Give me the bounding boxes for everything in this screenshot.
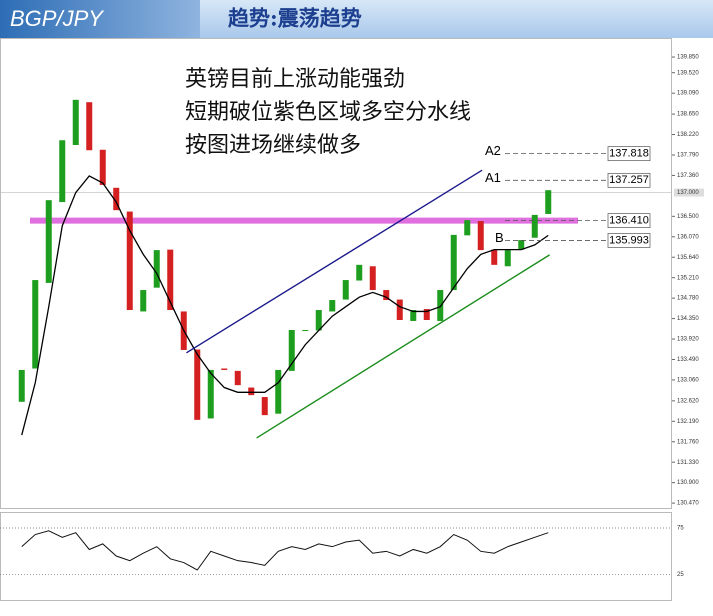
rsi-tick-label: 25 <box>677 572 684 578</box>
y-tick-label: 133.920 <box>677 337 699 343</box>
candle <box>221 368 228 370</box>
candle <box>383 290 390 301</box>
candle <box>518 240 525 250</box>
level-box <box>607 233 651 248</box>
y-tick-label: 137.360 <box>677 173 699 179</box>
y-tick-label: 134.350 <box>677 316 699 322</box>
candle <box>234 370 241 386</box>
candle <box>32 280 39 369</box>
header-accent <box>0 0 200 38</box>
y-tick-label: 130.470 <box>677 501 699 507</box>
annotation: 短期破位紫色区域多空分水线 <box>185 100 471 125</box>
last-price-label: 137.000 <box>677 190 699 196</box>
level-box <box>607 172 651 188</box>
y-tick-label: 137.790 <box>677 153 699 159</box>
candle <box>545 190 552 214</box>
level-name: B <box>495 230 504 245</box>
rsi-frame <box>0 512 672 601</box>
y-tick-label: 139.850 <box>677 55 699 61</box>
candle <box>261 397 268 416</box>
candle <box>342 280 349 300</box>
level-box <box>607 146 651 162</box>
y-tick-label: 133.060 <box>677 378 699 384</box>
level-label: 137.257 <box>609 174 649 186</box>
candle <box>275 369 282 414</box>
candle <box>450 234 457 291</box>
y-tick-label: 139.090 <box>677 91 699 97</box>
y-tick-label: 136.070 <box>677 234 699 240</box>
y-tick-label: 138.650 <box>677 112 699 118</box>
trend-line <box>186 169 483 354</box>
candle <box>410 310 417 321</box>
rsi-line <box>21 530 549 571</box>
candle <box>437 290 444 321</box>
candle <box>315 310 322 331</box>
candle <box>531 214 538 238</box>
support-band <box>30 217 578 224</box>
rsi-tick-label: 75 <box>677 526 684 532</box>
y-tick-label: 135.210 <box>677 275 699 281</box>
y-tick-label: 133.490 <box>677 357 699 363</box>
candle <box>329 300 336 312</box>
last-price-tag <box>674 188 704 197</box>
trend-line <box>256 254 550 439</box>
candle <box>45 200 52 283</box>
annotation: 按图进场继续做多 <box>185 133 361 158</box>
candle <box>248 387 255 396</box>
y-tick-label: 135.640 <box>677 255 699 261</box>
candle <box>207 369 214 419</box>
y-tick-label: 132.620 <box>677 398 699 404</box>
y-tick-label: 131.760 <box>677 439 699 445</box>
y-tick-label: 132.190 <box>677 419 699 425</box>
candle <box>126 211 133 311</box>
price-frame <box>0 38 672 509</box>
annotation: 英镑目前上涨动能强劲 <box>185 67 405 92</box>
symbol: BGP/JPY <box>10 6 104 31</box>
y-tick-label: 138.220 <box>677 132 699 138</box>
candle <box>86 102 93 151</box>
y-tick-label: 134.780 <box>677 296 699 302</box>
y-tick-label: 139.520 <box>677 70 699 76</box>
level-name: A1 <box>485 170 501 185</box>
candle <box>491 249 498 265</box>
candle <box>477 221 484 251</box>
level-label: 137.818 <box>609 148 649 160</box>
candle <box>504 250 511 267</box>
candle <box>396 299 403 321</box>
ma-line <box>21 175 549 436</box>
candle <box>356 264 363 281</box>
candle <box>194 349 201 420</box>
candle <box>288 329 295 371</box>
level-name: A2 <box>485 143 501 158</box>
candle <box>369 266 376 291</box>
trend-title: 趋势:震荡趋势 <box>228 6 362 31</box>
level-label: 135.993 <box>609 234 649 246</box>
level-label: 136.410 <box>609 215 649 227</box>
candle <box>423 309 430 321</box>
candle <box>140 290 147 312</box>
candle <box>153 250 160 288</box>
candle <box>99 149 106 185</box>
candle <box>464 220 471 236</box>
candle <box>18 369 25 402</box>
y-tick-label: 130.900 <box>677 480 699 486</box>
candle <box>59 140 66 203</box>
y-tick-label: 131.330 <box>677 460 699 466</box>
candle <box>113 187 120 211</box>
candle <box>302 329 309 331</box>
y-tick-label: 136.500 <box>677 214 699 220</box>
candle <box>72 99 79 146</box>
level-box <box>607 213 651 228</box>
candle <box>167 249 174 311</box>
